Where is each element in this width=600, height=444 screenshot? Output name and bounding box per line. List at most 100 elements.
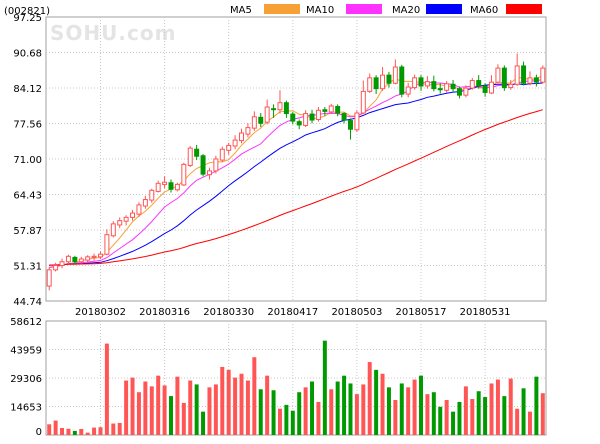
candle-body <box>251 116 257 129</box>
moving-averages <box>49 75 544 269</box>
date-tick-label: 20180531 <box>460 307 511 318</box>
volume-bar <box>354 394 359 435</box>
volume-bar <box>265 375 270 435</box>
candle-body <box>521 65 527 84</box>
price-tick-label: 44.74 <box>13 297 42 308</box>
candle-body <box>232 139 238 147</box>
candle-body <box>303 113 309 126</box>
candle-body <box>482 85 488 93</box>
candle-body <box>117 220 123 226</box>
price-tick-label: 77.56 <box>13 120 42 131</box>
volume-bar <box>169 396 173 435</box>
candle-body <box>476 80 482 87</box>
volume-bar <box>399 383 404 435</box>
candle-body <box>78 258 84 263</box>
candle-body <box>245 127 251 135</box>
ma10-line <box>49 78 543 268</box>
volume-bar <box>284 404 289 435</box>
candle-body <box>206 170 212 176</box>
volume-bar <box>207 387 212 435</box>
candle-body <box>110 223 116 237</box>
price-tick-label: 57.87 <box>13 226 42 237</box>
candle-body <box>130 212 136 218</box>
candle-body <box>315 109 321 120</box>
candle-body <box>283 102 289 115</box>
date-tick-label: 20180503 <box>331 307 382 318</box>
price-tick-label: 64.43 <box>13 191 42 202</box>
legend-swatch-ma20 <box>426 4 462 14</box>
volume-bar <box>380 373 385 435</box>
stock-code: (002821) <box>4 6 50 17</box>
price-tick-label: 97.25 <box>13 13 42 24</box>
volume-bar <box>258 389 263 435</box>
volume-bar <box>194 384 199 435</box>
legend-swatch-ma5 <box>264 4 300 14</box>
volume-bar <box>233 377 238 435</box>
volume-bar <box>85 432 90 435</box>
legend-label-ma10: MA10 <box>306 5 334 16</box>
candle-body <box>213 158 219 172</box>
price-tick-label: 90.68 <box>13 49 42 60</box>
volume-bar <box>342 375 347 435</box>
candle-body <box>360 90 366 114</box>
candle-body <box>72 256 78 263</box>
candle-body <box>501 67 507 89</box>
candle-body <box>354 112 360 131</box>
candle-body <box>290 113 296 122</box>
watermark: SOHU.com <box>50 21 175 45</box>
candle-body <box>142 199 148 207</box>
volume-tick-label: 58612 <box>10 317 42 328</box>
volume-tick-label: 0 <box>36 427 42 438</box>
candle-body <box>53 265 59 271</box>
ma5-line <box>49 75 544 269</box>
candle-body <box>200 155 206 175</box>
volume-bar <box>124 380 129 435</box>
volume-bar <box>310 381 315 435</box>
volume-bar <box>53 420 58 435</box>
candle-body <box>65 255 71 263</box>
volume-bar <box>271 390 276 435</box>
volume-bar <box>213 384 218 435</box>
price-tick-label: 84.12 <box>13 84 42 95</box>
candle-body <box>380 74 386 90</box>
volume-bar <box>130 377 135 435</box>
volume-bar <box>72 430 77 435</box>
volume-bar <box>527 411 532 435</box>
grid <box>45 16 547 436</box>
date-tick-label: 20180316 <box>139 307 190 318</box>
candle-body <box>373 77 379 90</box>
volume-bar <box>175 376 180 435</box>
volume-bar <box>502 396 507 435</box>
candle-body <box>168 182 174 190</box>
volume-bar <box>181 402 186 435</box>
price-tick-label: 71.00 <box>13 155 42 166</box>
candle-body <box>412 77 418 89</box>
candle-body <box>348 120 353 130</box>
candle-body <box>226 144 232 151</box>
volume-bar <box>476 391 481 435</box>
volume-bar <box>329 389 334 435</box>
candle-body <box>91 255 97 258</box>
candle-body <box>174 183 180 191</box>
legend-label-ma60: MA60 <box>470 5 498 16</box>
volume-bar <box>47 424 52 435</box>
candle-body <box>46 269 52 287</box>
volume-tick-label: 14653 <box>10 403 42 414</box>
volume-bar <box>335 381 340 435</box>
volume-bar <box>143 381 148 435</box>
volume-bar <box>162 385 167 435</box>
legend-swatch-ma60 <box>506 4 542 14</box>
volume-bar <box>348 383 353 435</box>
candle-body <box>367 77 373 92</box>
candle-body <box>341 113 347 121</box>
volume-bar <box>470 399 475 435</box>
volume-bar <box>431 392 436 435</box>
axis-labels: 97.25 90.68 84.12 77.56 71.00 64.43 57.87 51.31… <box>10 13 510 438</box>
candle-body <box>123 216 129 222</box>
candle-body <box>431 81 437 90</box>
volume-bar <box>521 388 526 435</box>
candle-body <box>533 77 539 83</box>
volume-bar <box>117 422 122 435</box>
volume-bar <box>245 380 250 435</box>
